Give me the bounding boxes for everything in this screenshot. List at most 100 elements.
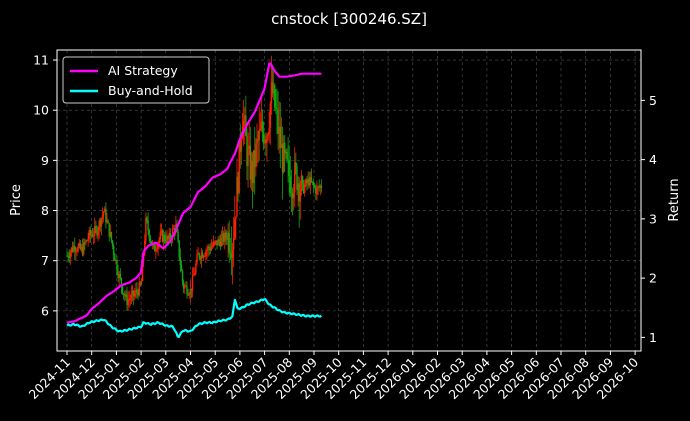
candle-body xyxy=(302,183,305,193)
candle-body xyxy=(210,247,213,251)
candle-body xyxy=(222,233,225,242)
y-axis-left: 6 7 8 9 10 11 xyxy=(33,53,57,318)
candle-body xyxy=(116,260,118,272)
candle-body xyxy=(107,220,109,224)
candle-body xyxy=(301,175,304,184)
candle-body xyxy=(317,186,319,188)
candle-body xyxy=(171,229,174,239)
y-tick-label: 8 xyxy=(41,203,49,218)
candle-body xyxy=(187,294,189,296)
candle-body xyxy=(218,239,220,242)
candle-body xyxy=(209,248,212,251)
candle-body xyxy=(138,282,140,296)
candle-body xyxy=(191,275,194,291)
candle-body xyxy=(157,243,159,250)
candle-body xyxy=(125,294,127,297)
candle-body xyxy=(105,208,107,223)
candle-body xyxy=(299,191,302,202)
candle-body xyxy=(76,251,78,252)
y-tick-label: 6 xyxy=(41,303,49,318)
candle-body xyxy=(219,241,222,247)
candle-body xyxy=(152,244,155,246)
candle-body xyxy=(87,238,89,241)
candle-body xyxy=(278,126,280,134)
candle-body xyxy=(104,208,106,212)
candle-body xyxy=(258,129,260,141)
candle-body xyxy=(177,231,179,241)
candle-body xyxy=(119,274,122,279)
candle-body xyxy=(201,252,204,258)
candle-body xyxy=(267,134,269,137)
candle-body xyxy=(304,185,306,193)
candle-body xyxy=(272,84,275,94)
candle-body xyxy=(184,286,186,289)
candle-body xyxy=(180,265,183,271)
candle-body xyxy=(185,285,187,287)
candle-body xyxy=(81,247,84,255)
candle-body xyxy=(114,254,116,261)
candle-body xyxy=(247,148,249,167)
candle-body xyxy=(279,126,282,148)
y2-tick-label: 4 xyxy=(649,152,657,167)
candle-body xyxy=(160,230,163,233)
candle-body xyxy=(102,211,105,216)
candle-body xyxy=(128,299,130,301)
candle-body xyxy=(274,84,276,108)
candle-body xyxy=(271,82,274,94)
candle-body xyxy=(212,241,215,246)
candle-body xyxy=(190,288,193,291)
candle-body xyxy=(305,179,307,186)
candle-body xyxy=(206,250,208,252)
candle-body xyxy=(97,230,99,236)
candle-body xyxy=(132,290,135,297)
candle-body xyxy=(196,254,198,264)
candle-body xyxy=(230,253,233,258)
candle-body xyxy=(108,223,110,237)
candle-body xyxy=(284,142,286,154)
candle-body xyxy=(215,240,217,242)
candle-body xyxy=(269,103,272,129)
candle-body xyxy=(198,253,200,258)
candle-body xyxy=(145,217,147,241)
candle-body xyxy=(95,226,97,229)
candle-body xyxy=(281,144,284,173)
candle-body xyxy=(204,255,206,257)
candle-body xyxy=(158,239,160,244)
candle-body xyxy=(295,162,297,167)
y-tick-label: 10 xyxy=(33,103,49,118)
candle-body xyxy=(137,292,139,296)
candle-body xyxy=(169,233,172,239)
candle-body xyxy=(85,240,87,244)
candle-body xyxy=(111,240,114,246)
candle-body xyxy=(99,220,102,227)
candle-body xyxy=(106,220,108,223)
candle-body xyxy=(94,226,96,236)
candle-body xyxy=(259,128,262,130)
candle-body xyxy=(242,119,245,127)
candle-body xyxy=(164,234,166,241)
candle-body xyxy=(194,272,196,276)
candle-body xyxy=(240,138,243,152)
candle-body xyxy=(131,290,134,294)
candle-body xyxy=(208,246,210,249)
y-axis-title: Price xyxy=(9,184,24,216)
candle-body xyxy=(249,145,252,180)
candle-body xyxy=(232,237,235,250)
candle-body xyxy=(260,121,263,129)
candle-body xyxy=(200,252,203,260)
y2-tick-label: 3 xyxy=(649,211,657,226)
candle-body xyxy=(216,240,218,246)
candle-body xyxy=(115,260,117,261)
plot-frame xyxy=(56,49,642,352)
y2-tick-label: 1 xyxy=(649,330,657,345)
candle-body xyxy=(275,107,277,109)
candle-body xyxy=(256,139,258,144)
candle-body xyxy=(96,228,98,236)
chart-title: cnstock [300246.SZ] xyxy=(271,10,427,28)
candle-body xyxy=(296,166,298,191)
candle-body xyxy=(227,232,229,240)
candle-body xyxy=(146,217,148,221)
candle-body xyxy=(270,82,273,104)
candle-body xyxy=(224,232,226,242)
candle-body xyxy=(168,233,170,240)
